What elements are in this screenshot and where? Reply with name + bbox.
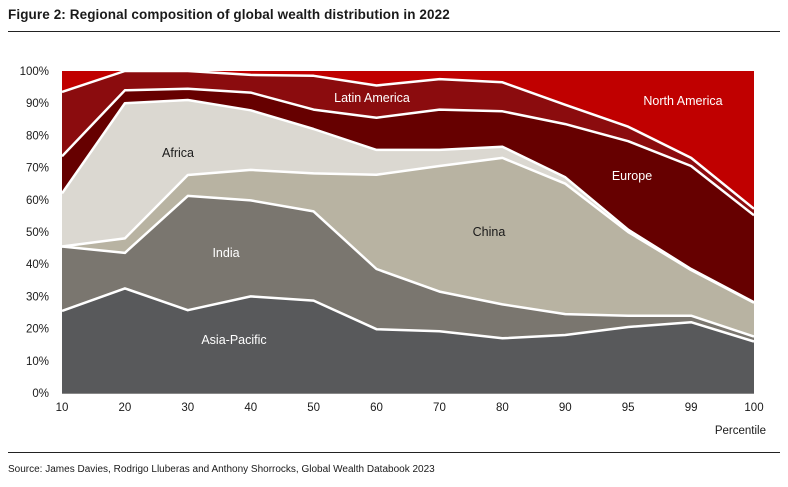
title-rule: [8, 31, 780, 32]
y-tick-label: 70%: [26, 163, 49, 175]
y-tick-label: 80%: [26, 130, 49, 142]
figure-title: Figure 2: Regional composition of global…: [8, 7, 450, 22]
label-europe: Europe: [612, 169, 652, 183]
x-tick-label: 10: [56, 402, 69, 414]
y-tick-label: 20%: [26, 324, 49, 336]
area-north-america: [62, 71, 754, 209]
area-europe: [62, 88, 754, 303]
x-tick-label: 100: [744, 402, 763, 414]
label-china: China: [473, 225, 506, 239]
area-china: [62, 157, 754, 337]
y-tick-label: 10%: [26, 356, 49, 368]
x-tick-label: 95: [622, 402, 635, 414]
boundary-europe: [61, 87, 755, 217]
x-tick-label: 60: [370, 402, 383, 414]
area-india: [62, 195, 754, 342]
x-axis-title: Percentile: [715, 425, 766, 437]
area-africa: [62, 100, 754, 303]
x-tick-label: 70: [433, 402, 446, 414]
y-tick-label: 60%: [26, 195, 49, 207]
boundary-india: [61, 194, 755, 338]
boundary-asia-pacific: [61, 287, 755, 343]
area-latin-america: [62, 71, 754, 216]
source-rule: [8, 452, 780, 453]
x-tick-label: 80: [496, 402, 509, 414]
x-tick-label: 50: [307, 402, 320, 414]
label-india: India: [212, 246, 239, 260]
label-africa: Africa: [162, 146, 194, 160]
y-axis-ticks: 0% 10% 20% 30% 40% 50% 60% 70% 80% 90% 100%: [20, 66, 49, 400]
x-tick-label: 20: [119, 402, 132, 414]
x-tick-label: 30: [181, 402, 194, 414]
y-tick-label: 90%: [26, 98, 49, 110]
area-layers: [62, 71, 754, 393]
y-tick-label: 30%: [26, 291, 49, 303]
x-tick-label: 40: [244, 402, 257, 414]
label-north-america: North America: [643, 94, 722, 108]
label-asia-pacific: Asia-Pacific: [201, 333, 266, 347]
series-boundaries: [60, 69, 755, 343]
y-tick-label: 100%: [20, 66, 49, 78]
area-labels: Asia-Pacific India China Africa Europe L…: [162, 91, 723, 347]
label-latin-america: Latin America: [334, 91, 410, 105]
source-note: Source: James Davies, Rodrigo Lluberas a…: [8, 464, 435, 475]
y-tick-label: 50%: [26, 227, 49, 239]
x-tick-label: 99: [685, 402, 698, 414]
boundary-china: [61, 156, 755, 304]
boundary-latin-america: [61, 69, 755, 210]
y-tick-label: 40%: [26, 259, 49, 271]
x-tick-label: 90: [559, 402, 572, 414]
boundary-africa: [60, 98, 755, 304]
x-axis-ticks: 10 20 30 40 50 60 70 80 90 95 99 100: [56, 402, 764, 414]
area-asia-pacific: [62, 288, 754, 393]
y-tick-label: 0%: [32, 388, 49, 400]
